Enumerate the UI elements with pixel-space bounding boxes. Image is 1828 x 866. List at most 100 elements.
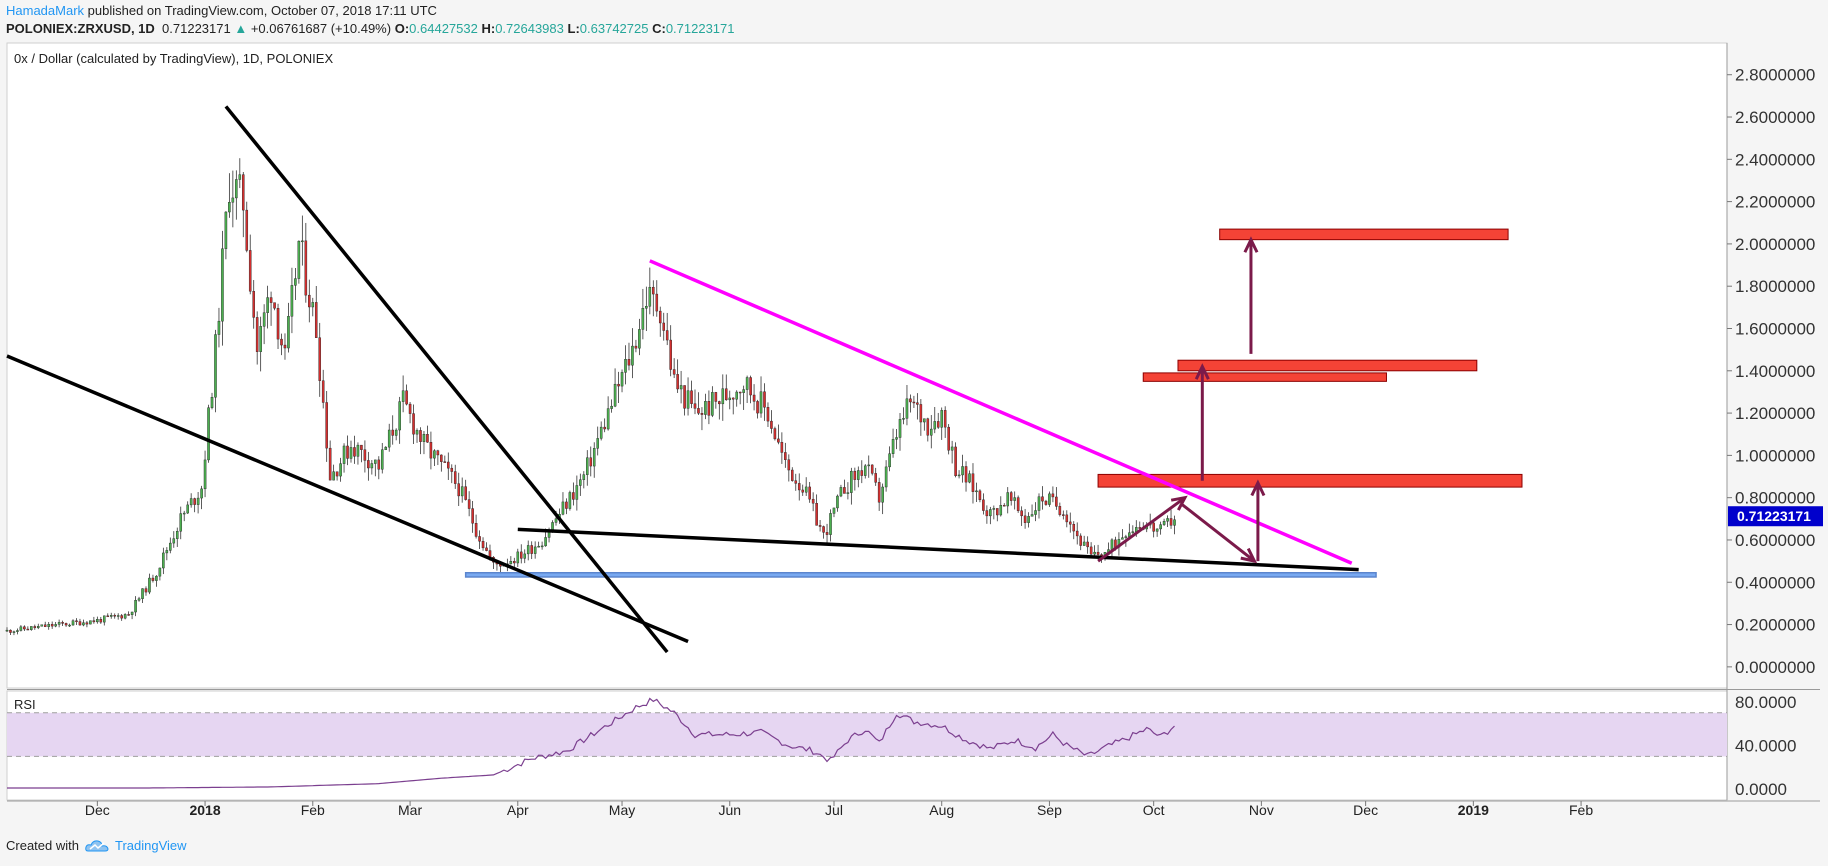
candle-up	[221, 248, 224, 322]
candle-down	[749, 377, 752, 396]
candle-down	[770, 420, 773, 429]
candle-up	[759, 391, 763, 414]
projection-arrow-head	[1250, 479, 1266, 497]
candle-down	[474, 523, 478, 537]
last-price-label: 0.71223171	[1737, 508, 1811, 524]
candle-up	[123, 614, 127, 619]
tradingview-brand-link[interactable]: TradingView	[114, 838, 187, 853]
candle-up	[641, 308, 645, 330]
time-tick-label: Jul	[825, 802, 843, 818]
candle-up	[905, 398, 909, 419]
candle-down	[589, 457, 593, 467]
candle-up	[89, 620, 92, 625]
candle-up	[968, 473, 971, 483]
candle-down	[627, 359, 631, 366]
candle-up	[638, 329, 641, 349]
candle-up	[415, 430, 419, 435]
candle-down	[328, 447, 332, 481]
candle-up	[259, 326, 262, 352]
candle-up	[1037, 496, 1041, 511]
candle-up	[686, 390, 690, 409]
candle-down	[1009, 492, 1013, 501]
candle-up	[863, 465, 867, 476]
candle-up	[742, 389, 745, 393]
tradingview-cloud-icon	[85, 839, 109, 851]
candle-up	[175, 530, 179, 539]
candle-down	[794, 480, 798, 484]
candle-up	[1173, 519, 1176, 526]
candle-down	[325, 402, 328, 449]
candle-up	[575, 485, 579, 500]
candle-up	[850, 470, 853, 493]
candle-down	[33, 626, 37, 629]
candle-down	[530, 545, 533, 554]
candle-up	[735, 391, 738, 400]
candle-up	[137, 598, 141, 601]
candle-down	[808, 486, 811, 500]
target-zone-red	[1097, 473, 1523, 488]
candle-down	[363, 449, 367, 461]
candle-down	[662, 322, 666, 331]
candle-down	[318, 337, 322, 381]
candle-up	[134, 599, 137, 613]
candle-down	[811, 498, 815, 504]
candle-down	[947, 426, 950, 451]
candle-down	[964, 466, 968, 483]
candle-down	[360, 444, 363, 450]
time-tick-label: Dec	[1353, 802, 1378, 818]
candle-up	[182, 512, 186, 515]
candle-down	[78, 621, 82, 626]
target-zone-red	[1177, 359, 1478, 372]
candle-up	[1159, 524, 1162, 530]
candle-down	[280, 338, 283, 346]
candle-down	[50, 624, 54, 627]
candle-up	[210, 397, 214, 408]
candle-up	[568, 492, 572, 509]
candle-down	[815, 503, 818, 526]
candle-down	[634, 345, 638, 349]
time-tick-label: 2019	[1458, 802, 1489, 818]
candle-down	[43, 624, 47, 627]
candle-up	[554, 518, 558, 523]
candle-down	[825, 532, 829, 535]
candle-down	[308, 294, 311, 308]
candle-down	[1051, 493, 1055, 498]
candle-up	[631, 345, 634, 366]
candle-down	[61, 622, 64, 624]
candle-down	[447, 461, 450, 469]
candle-down	[683, 385, 686, 409]
candle-down	[763, 391, 766, 408]
candle-up	[433, 450, 436, 459]
candle-down	[766, 407, 770, 422]
time-tick-label: 2018	[189, 802, 220, 818]
candle-up	[891, 439, 895, 454]
candle-up	[40, 624, 44, 627]
candle-up	[898, 419, 902, 438]
candle-up	[214, 334, 217, 398]
candle-down	[572, 492, 575, 500]
price-tick-label: 2.2000000	[1735, 193, 1815, 212]
candle-up	[460, 486, 464, 497]
projection-arrow-head	[1170, 495, 1188, 511]
candle-down	[106, 615, 110, 618]
author-link[interactable]: HamadaMark	[6, 3, 85, 18]
candle-up	[957, 474, 961, 477]
candle-down	[440, 454, 443, 462]
rsi-line	[7, 697, 1175, 789]
candle-down	[273, 302, 276, 309]
close-label: C:	[652, 21, 666, 36]
candle-down	[1044, 500, 1048, 505]
candle-down	[408, 403, 412, 414]
change-text: +0.06761687 (+10.49%)	[250, 21, 392, 36]
candle-up	[169, 542, 172, 551]
created-with-text: Created with	[6, 838, 79, 853]
candle-up	[930, 428, 933, 436]
candle-up	[679, 385, 683, 390]
candle-up	[200, 488, 203, 499]
candle-down	[1068, 521, 1072, 525]
candle-down	[127, 614, 130, 616]
candle-up	[704, 401, 707, 415]
time-tick-label: Sep	[1037, 802, 1062, 818]
time-tick-label: Oct	[1143, 802, 1165, 818]
